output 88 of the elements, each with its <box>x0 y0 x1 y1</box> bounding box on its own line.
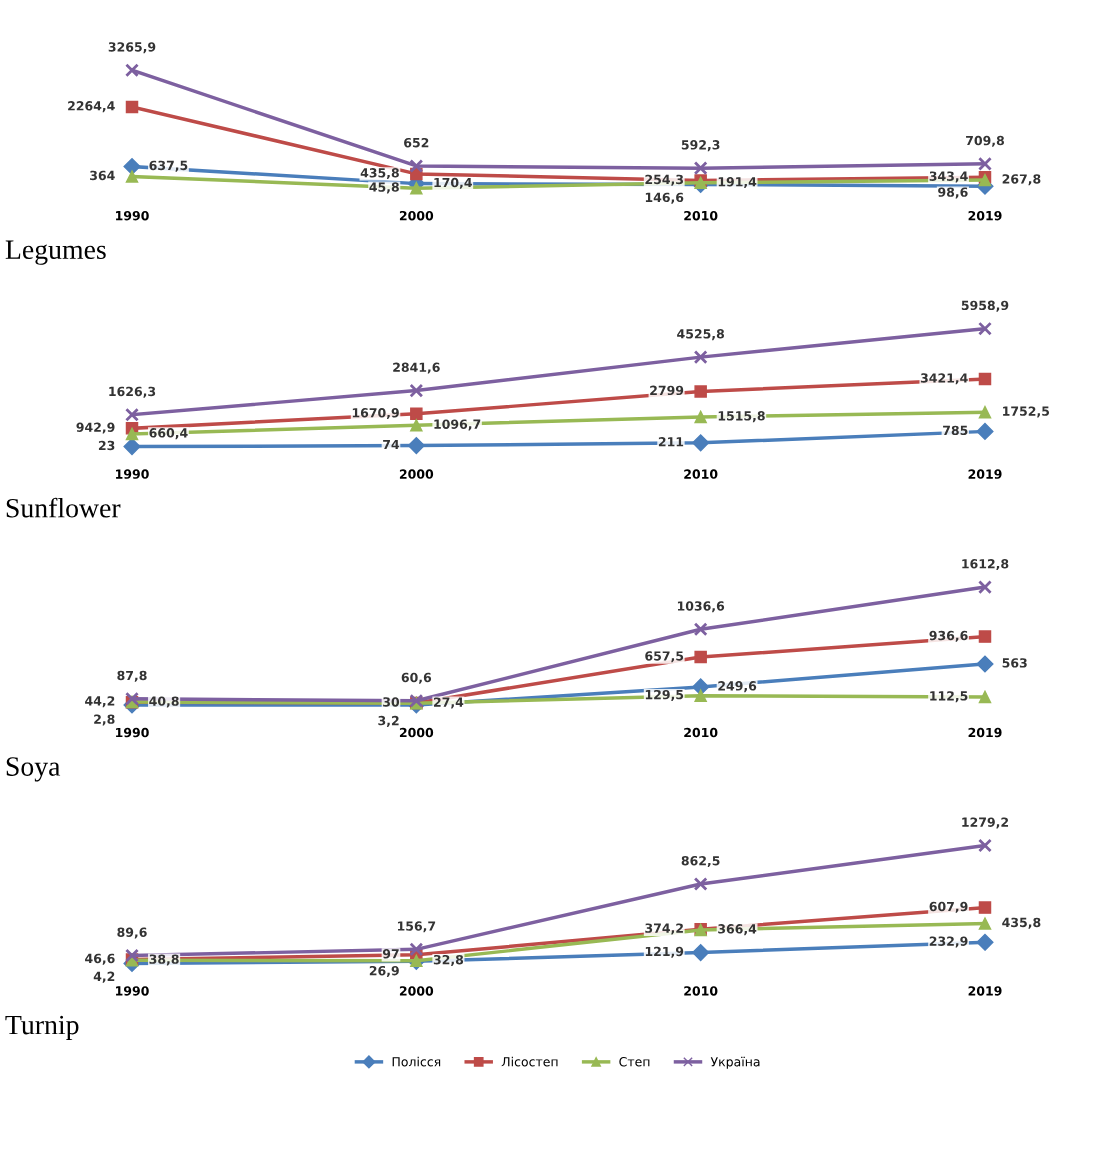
data-label: 249,6 <box>718 681 757 693</box>
data-label: 89,6 <box>117 927 147 939</box>
data-label: 4,2 <box>93 971 115 983</box>
x-tick-label: 2019 <box>968 210 1002 221</box>
data-label: 30 <box>383 697 400 707</box>
x-tick-label: 2000 <box>399 727 434 738</box>
x-tick-label: 2010 <box>684 727 718 738</box>
data-label: 45,8 <box>369 182 399 194</box>
x-tick-label: 2010 <box>684 210 718 221</box>
data-label: 87,8 <box>117 670 147 682</box>
data-label: 1096,7 <box>434 419 481 431</box>
data-label: 170,4 <box>434 177 472 189</box>
data-label: 32,8 <box>433 954 464 967</box>
data-label: 1036,6 <box>677 601 725 613</box>
data-label: 38,8 <box>149 954 179 966</box>
data-label: 1612,8 <box>962 559 1009 571</box>
x-tick-label: 1990 <box>116 469 149 479</box>
x-tick-label: 2000 <box>399 210 434 221</box>
data-label: 211 <box>658 437 684 447</box>
data-label: 112,5 <box>930 691 968 703</box>
data-label: 26,9 <box>369 965 399 977</box>
data-label: 5958,9 <box>961 300 1009 312</box>
x-tick-label: 1990 <box>116 986 149 996</box>
data-label: 637,5 <box>149 160 188 172</box>
data-label: 1626,3 <box>109 386 156 398</box>
text: Legumes <box>5 240 106 265</box>
legend-label: Лісостеп <box>501 1056 558 1067</box>
data-label: 366,4 <box>718 924 757 936</box>
data-label: 44,2 <box>85 696 115 708</box>
data-label: 129,5 <box>645 689 684 701</box>
data-label: 2841,6 <box>393 362 440 374</box>
x-tick-label: 2019 <box>968 469 1002 479</box>
data-label: 1279,2 <box>962 817 1009 829</box>
data-label: 607,9 <box>929 901 968 913</box>
x-tick-label: 2000 <box>399 986 434 996</box>
data-label: 592,3 <box>681 140 720 152</box>
legend-label: Степ <box>619 1056 650 1067</box>
data-label: 156,7 <box>397 921 436 933</box>
data-label: 121,9 <box>645 946 684 958</box>
data-label: 254,3 <box>645 174 683 186</box>
data-label: 98,6 <box>938 187 968 199</box>
data-label: 1752,5 <box>1003 406 1050 418</box>
data-label: 374,2 <box>645 923 683 935</box>
data-label: 1515,8 <box>718 411 765 423</box>
data-label: 2264,4 <box>68 101 115 113</box>
x-tick-label: 2019 <box>968 986 1002 996</box>
data-label: 785 <box>943 425 968 436</box>
data-label: 191,4 <box>718 177 757 189</box>
data-label: 4525,8 <box>677 329 725 341</box>
data-label: 2799 <box>650 385 684 396</box>
data-label: 657,5 <box>645 651 684 663</box>
data-label: 563 <box>1002 658 1027 668</box>
data-label: 40,8 <box>149 696 179 708</box>
data-label: 3265,9 <box>108 42 156 54</box>
text: Turnip <box>5 1015 79 1041</box>
data-label: 46,6 <box>85 953 115 965</box>
x-tick-label: 2000 <box>399 469 434 479</box>
text: Sunflower <box>6 497 121 518</box>
data-label: 27,4 <box>433 697 464 709</box>
data-label: 3,2 <box>378 715 399 727</box>
data-label: 2,8 <box>94 714 115 726</box>
data-label: 74 <box>383 439 400 450</box>
data-label: 1670,9 <box>352 408 399 420</box>
x-tick-label: 1990 <box>116 727 149 738</box>
data-label: 60,6 <box>401 672 432 684</box>
data-label: 146,6 <box>645 192 684 204</box>
data-label: 3421,4 <box>920 373 968 385</box>
data-label: 267,8 <box>1002 174 1041 186</box>
x-tick-label: 1990 <box>116 210 149 221</box>
data-label: 343,4 <box>929 171 968 183</box>
data-label: 862,5 <box>681 856 720 868</box>
text: Soya <box>6 757 61 782</box>
legend-label: Україна <box>710 1056 760 1069</box>
x-tick-label: 2019 <box>968 727 1002 738</box>
data-label: 232,9 <box>929 936 968 948</box>
data-label: 364 <box>90 170 115 181</box>
data-label: 652 <box>404 137 429 148</box>
x-tick-label: 2010 <box>684 986 718 996</box>
data-label: 435,8 <box>1002 917 1041 929</box>
legend-label: Полісся <box>392 1056 441 1067</box>
data-label: 23 <box>98 440 115 451</box>
data-label: 660,4 <box>149 428 188 440</box>
data-label: 936,6 <box>929 630 968 642</box>
data-label: 97 <box>382 949 399 959</box>
data-label: 435,8 <box>360 168 399 180</box>
data-label: 942,9 <box>76 422 115 434</box>
data-label: 709,8 <box>966 135 1004 147</box>
x-tick-label: 2010 <box>684 469 718 479</box>
